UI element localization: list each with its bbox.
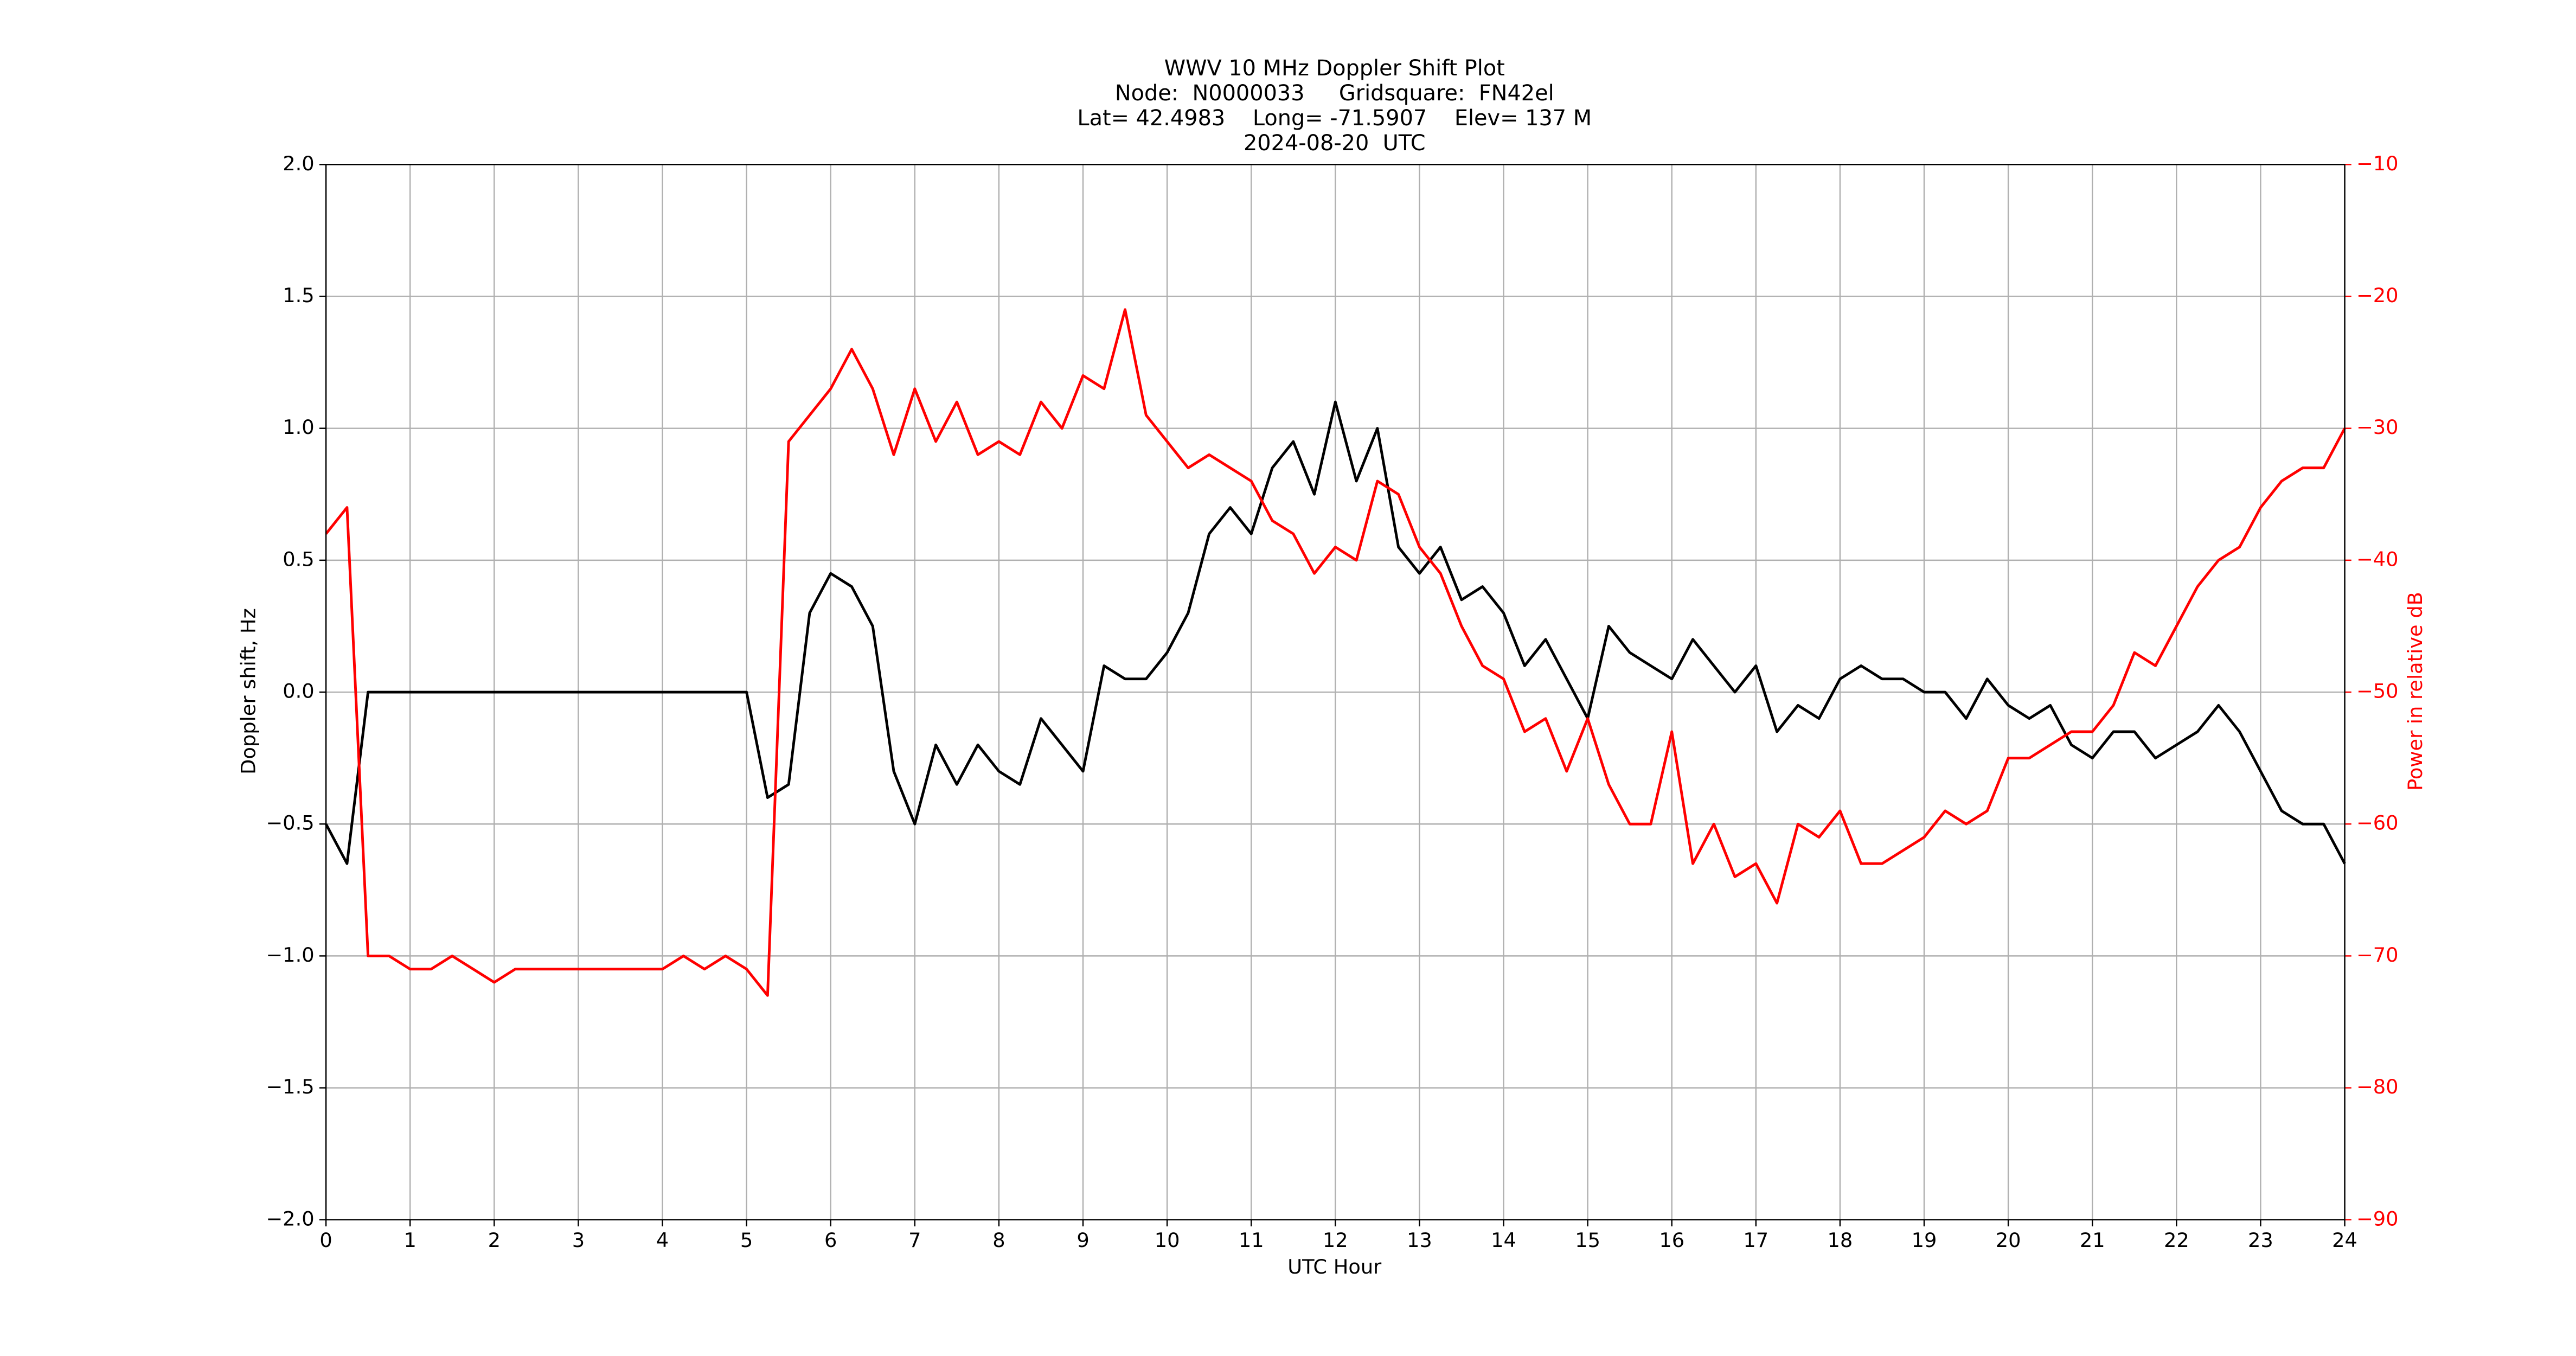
x-tick-label: 10 xyxy=(1155,1229,1180,1252)
y-axis-label: Doppler shift, Hz xyxy=(237,608,260,775)
data-line xyxy=(325,308,2346,997)
x-tick-label: 16 xyxy=(1659,1229,1684,1252)
y-tick-label: 1.5 xyxy=(283,284,314,307)
y-tick-label: 0.5 xyxy=(283,547,314,571)
x-tick-label: 11 xyxy=(1239,1229,1264,1252)
x-tick-label: 15 xyxy=(1575,1229,1600,1252)
y2-tick-label: −90 xyxy=(2356,1207,2399,1230)
chart-title: WWV 10 MHz Doppler Shift Plot xyxy=(1164,56,1505,81)
x-tick-label: 0 xyxy=(319,1229,332,1252)
x-tick-label: 18 xyxy=(1828,1229,1853,1252)
y2-tick-label: −70 xyxy=(2356,943,2399,967)
y2-tick-label: −10 xyxy=(2356,152,2399,175)
y-tick-label: 0.0 xyxy=(283,680,314,703)
x-tick-label: 23 xyxy=(2248,1229,2273,1252)
x-tick-label: 8 xyxy=(992,1229,1005,1252)
x-tick-label: 22 xyxy=(2164,1229,2189,1252)
x-tick-label: 6 xyxy=(824,1229,837,1252)
x-axis-label: UTC Hour xyxy=(1287,1255,1382,1278)
x-tick-label: 24 xyxy=(2332,1229,2357,1252)
y2-tick-label: −80 xyxy=(2356,1075,2399,1098)
x-tick-label: 20 xyxy=(1996,1229,2021,1252)
y-tick-label: −0.5 xyxy=(266,811,314,835)
x-tick-label: 14 xyxy=(1491,1229,1516,1252)
y2-tick-label: −20 xyxy=(2356,284,2399,307)
x-tick-label: 19 xyxy=(1912,1229,1937,1252)
y-tick-label: −1.5 xyxy=(266,1075,314,1098)
y-tick-label: 2.0 xyxy=(283,152,314,175)
x-tick-label: 2 xyxy=(488,1229,501,1252)
y-tick-label: −2.0 xyxy=(266,1207,314,1230)
x-tick-label: 13 xyxy=(1407,1229,1432,1252)
y-tick-label: 1.0 xyxy=(283,415,314,439)
x-tick-label: 9 xyxy=(1076,1229,1089,1252)
y2-axis-label: Power in relative dB xyxy=(2404,592,2427,791)
y2-tick-label: −50 xyxy=(2356,680,2399,703)
chart-title: Node: N0000033 Gridsquare: FN42el xyxy=(1115,81,1554,106)
x-tick-label: 1 xyxy=(404,1229,416,1252)
x-tick-label: 5 xyxy=(740,1229,753,1252)
y2-tick-label: −40 xyxy=(2356,547,2399,571)
y2-tick-label: −30 xyxy=(2356,415,2399,439)
x-tick-label: 17 xyxy=(1743,1229,1768,1252)
x-tick-label: 21 xyxy=(2080,1229,2105,1252)
data-line xyxy=(324,400,2346,865)
x-tick-label: 12 xyxy=(1323,1229,1348,1252)
y-tick-label: −1.0 xyxy=(266,943,314,967)
chart-title: 2024-08-20 UTC xyxy=(1244,131,1426,156)
y2-tick-label: −60 xyxy=(2356,811,2399,835)
x-tick-label: 7 xyxy=(908,1229,921,1252)
x-tick-label: 4 xyxy=(656,1229,669,1252)
x-tick-label: 3 xyxy=(572,1229,585,1252)
chart-title: Lat= 42.4983 Long= -71.5907 Elev= 137 M xyxy=(1077,106,1592,131)
plot-frame xyxy=(325,164,2346,1220)
